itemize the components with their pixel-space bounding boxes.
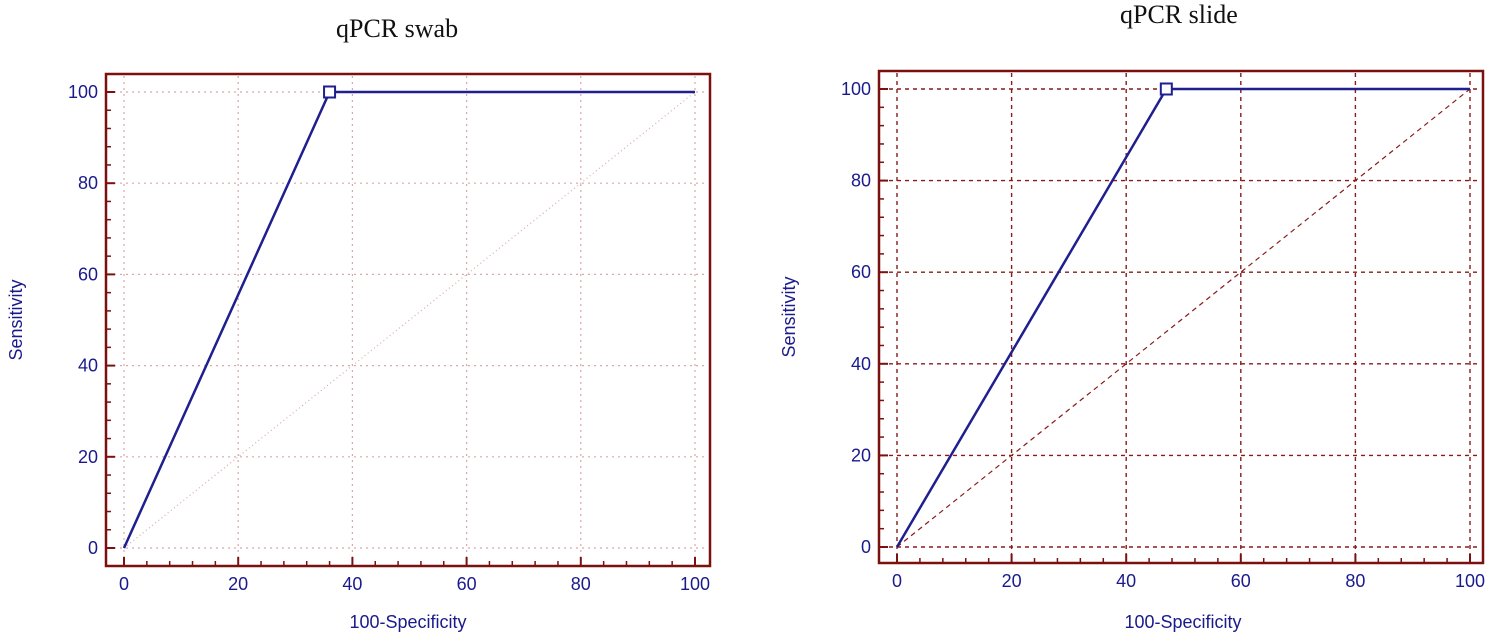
x-tick-label-2: 40 — [1116, 571, 1136, 591]
y-tick-label-3: 60 — [851, 262, 871, 282]
y-tick-label-2: 40 — [851, 354, 871, 374]
x-tick-label-4: 80 — [1345, 571, 1365, 591]
y-tick-label-3: 60 — [78, 264, 98, 284]
x-tick-label-5: 100 — [1455, 571, 1485, 591]
x-tick-label-3: 60 — [457, 574, 477, 594]
criterion-point-marker — [1159, 82, 1173, 96]
y-tick-label-4: 80 — [851, 171, 871, 191]
x-tick-label-5: 100 — [680, 574, 710, 594]
x-axis-title: 100-Specificity — [1124, 612, 1241, 632]
y-axis-title: Sensitivity — [779, 276, 799, 357]
roc-chart-swab: 0 20 40 60 80 100 0 20 40 60 80 100 100-Specificity S… — [6, 72, 712, 632]
x-tick-label-1: 20 — [1002, 571, 1022, 591]
y-tick-label-2: 40 — [78, 356, 98, 376]
plot-frame — [104, 72, 712, 568]
x-tick-label-0: 0 — [119, 574, 129, 594]
y-tick-label-4: 80 — [78, 173, 98, 193]
x-tick-label-4: 80 — [571, 574, 591, 594]
y-tick-label-5: 100 — [68, 82, 98, 102]
x-axis-title: 100-Specificity — [349, 612, 466, 632]
y-tick-label-5: 100 — [841, 79, 871, 99]
y-axis-title: Sensitivity — [6, 279, 26, 360]
roc-curve-swab — [122, 90, 695, 549]
x-tick-label-0: 0 — [892, 571, 902, 591]
x-tick-label-2: 40 — [342, 574, 362, 594]
x-tick-label-1: 20 — [228, 574, 248, 594]
roc-chart-slide: 0 20 40 60 80 100 0 20 40 60 80 100 100-Specificity S… — [779, 69, 1485, 632]
chart-title-swab: qPCR swab — [336, 14, 459, 43]
reference-diagonal-line — [896, 88, 1471, 548]
chart-title-slide: qPCR slide — [1120, 0, 1238, 29]
reference-diagonal-line — [123, 91, 696, 549]
y-tick-label-0: 0 — [88, 538, 98, 558]
y-tick-label-1: 20 — [78, 447, 98, 467]
criterion-point-marker — [323, 85, 337, 99]
x-tick-label-3: 60 — [1231, 571, 1251, 591]
y-tick-label-0: 0 — [861, 537, 871, 557]
y-tick-label-1: 20 — [851, 445, 871, 465]
plot-frame — [877, 69, 1485, 565]
